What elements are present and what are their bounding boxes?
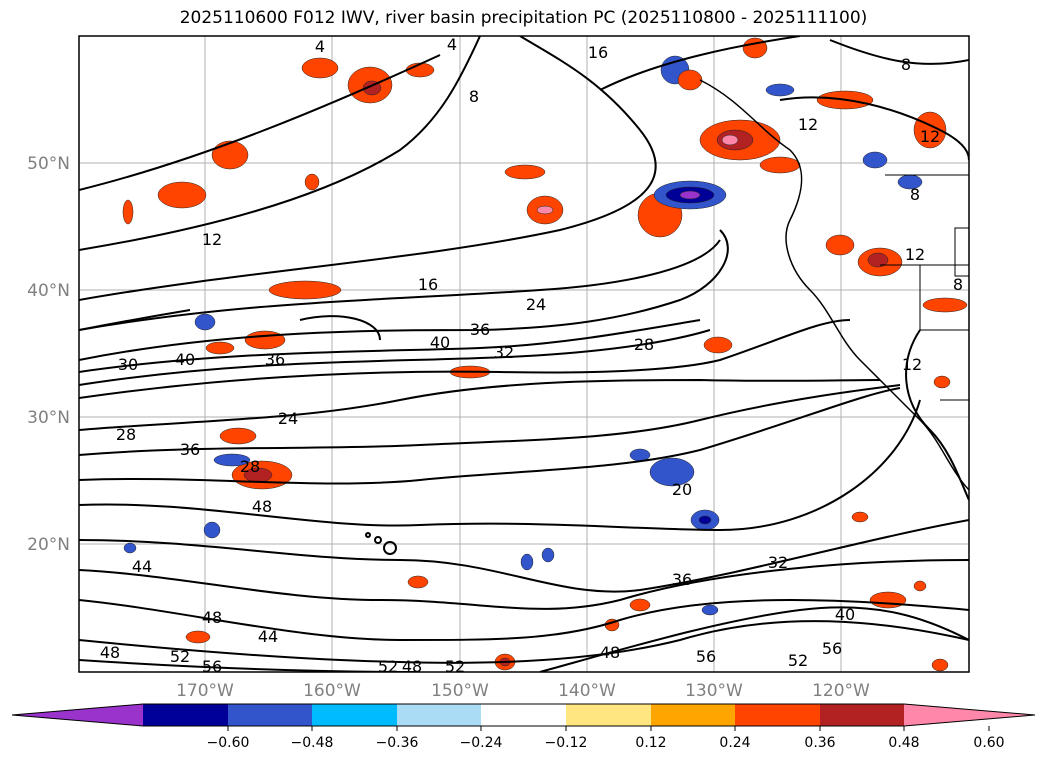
svg-text:30°N: 30°N <box>27 408 70 428</box>
svg-text:8: 8 <box>469 87 479 106</box>
svg-text:20: 20 <box>672 480 692 499</box>
colorbar-tick-label: −0.36 <box>376 735 419 751</box>
colorbar-extend-low <box>12 704 143 726</box>
svg-text:56: 56 <box>822 639 842 658</box>
colorbar-segment <box>312 704 397 726</box>
svg-text:20°N: 20°N <box>27 535 70 555</box>
colorbar-segment <box>566 704 651 726</box>
svg-text:12: 12 <box>202 230 222 249</box>
svg-text:50°N: 50°N <box>27 154 70 174</box>
coastline <box>699 79 969 491</box>
colorbar-segment <box>651 704 735 726</box>
colorbar-segment <box>228 704 312 726</box>
svg-text:24: 24 <box>526 295 546 314</box>
svg-text:52: 52 <box>170 647 190 666</box>
colorbar-extend-high <box>904 704 1035 726</box>
svg-text:8: 8 <box>901 55 911 74</box>
svg-text:4: 4 <box>447 35 457 54</box>
contour-labels: 4 4 16 8 8 12 12 8 12 16 24 40 36 32 28 … <box>100 35 963 676</box>
svg-text:16: 16 <box>418 275 438 294</box>
svg-text:170°W: 170°W <box>176 681 234 701</box>
svg-text:8: 8 <box>910 185 920 204</box>
svg-text:48: 48 <box>202 608 222 627</box>
svg-text:44: 44 <box>258 627 278 646</box>
svg-text:52: 52 <box>788 651 808 670</box>
longitude-labels: 170°W 160°W 150°W 140°W 130°W 120°W <box>176 681 870 701</box>
colorbar-outline <box>11 703 1036 727</box>
svg-text:150°W: 150°W <box>431 681 489 701</box>
svg-text:28: 28 <box>116 425 136 444</box>
precipitation-shading <box>122 37 968 672</box>
svg-text:40: 40 <box>835 605 855 624</box>
svg-text:32: 32 <box>768 553 788 572</box>
svg-text:30: 30 <box>118 355 138 374</box>
colorbar-tick-label: 0.60 <box>973 735 1004 751</box>
svg-text:28: 28 <box>240 457 260 476</box>
svg-text:12: 12 <box>902 355 922 374</box>
colorbar-tick-label: −0.48 <box>291 735 334 751</box>
svg-text:140°W: 140°W <box>558 681 616 701</box>
svg-text:48: 48 <box>252 497 272 516</box>
colorbar-tick-label: −0.24 <box>460 735 503 751</box>
map-title: 2025110600 F012 IWV, river basin precipi… <box>179 8 868 28</box>
hawaii-islands <box>365 532 397 555</box>
svg-text:48: 48 <box>600 643 620 662</box>
svg-text:24: 24 <box>278 409 298 428</box>
colorbar: −0.60 −0.48 −0.36 −0.24 −0.12 0.12 0.24 0.36 0.4… <box>11 703 1036 751</box>
svg-text:40°N: 40°N <box>27 281 70 301</box>
svg-text:44: 44 <box>132 557 152 576</box>
latitude-labels: 50°N 40°N 30°N 20°N <box>27 154 70 555</box>
svg-text:12: 12 <box>905 245 925 264</box>
svg-text:160°W: 160°W <box>303 681 361 701</box>
colorbar-segment <box>481 704 566 726</box>
colorbar-tick-label: 0.48 <box>888 735 919 751</box>
svg-text:40: 40 <box>430 333 450 352</box>
svg-text:56: 56 <box>202 657 222 676</box>
colorbar-tick-label: −0.12 <box>545 735 588 751</box>
svg-text:48: 48 <box>402 657 422 676</box>
colorbar-segment <box>820 704 904 726</box>
colorbar-tick-label: 0.24 <box>719 735 750 751</box>
colorbar-tick-label: 0.12 <box>635 735 666 751</box>
svg-text:8: 8 <box>953 275 963 294</box>
colorbar-tick-label: −0.60 <box>207 735 250 751</box>
svg-text:32: 32 <box>494 343 514 362</box>
map-area <box>79 36 969 672</box>
state-borders <box>880 174 969 401</box>
svg-text:36: 36 <box>672 570 692 589</box>
svg-text:4: 4 <box>315 37 325 56</box>
svg-text:36: 36 <box>470 320 490 339</box>
svg-text:130°W: 130°W <box>685 681 743 701</box>
svg-text:52: 52 <box>445 657 465 676</box>
svg-text:36: 36 <box>180 440 200 459</box>
svg-text:12: 12 <box>798 115 818 134</box>
svg-text:120°W: 120°W <box>812 681 870 701</box>
colorbar-segment <box>143 704 228 726</box>
svg-text:48: 48 <box>100 643 120 662</box>
map-frame <box>78 35 970 673</box>
svg-text:28: 28 <box>634 335 654 354</box>
colorbar-segment <box>735 704 820 726</box>
colorbar-segment <box>397 704 481 726</box>
colorbar-tick-label: 0.36 <box>804 735 835 751</box>
svg-text:16: 16 <box>588 43 608 62</box>
iwv-contours <box>79 36 969 672</box>
svg-text:36: 36 <box>265 350 285 369</box>
svg-text:52: 52 <box>378 657 398 676</box>
svg-text:12: 12 <box>920 127 940 146</box>
svg-text:40: 40 <box>175 350 195 369</box>
svg-text:56: 56 <box>696 647 716 666</box>
